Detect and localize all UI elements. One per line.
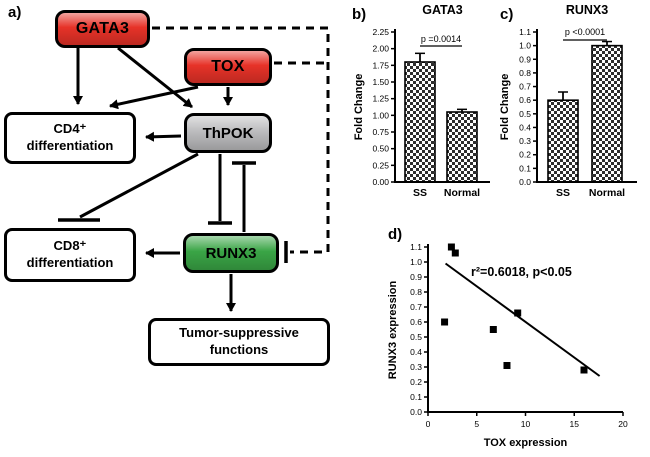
svg-text:5: 5	[474, 419, 479, 429]
scatter-point	[503, 362, 511, 369]
svg-text:0.00: 0.00	[372, 177, 389, 187]
category-label: SS	[556, 187, 570, 199]
gata3-bar-chart: GATA3 Fold Change 0.00 0.25 0.50 0.75 1.00 1.25…	[353, 3, 490, 199]
svg-text:0.2: 0.2	[519, 150, 531, 160]
y-axis-label: Fold Change	[353, 74, 365, 141]
tumor-suppressive-node: Tumor-suppressive functions	[148, 318, 330, 366]
inhibit-thpok-cd8-line	[79, 152, 199, 219]
category-label: Normal	[589, 187, 625, 199]
svg-text:0.7: 0.7	[519, 82, 531, 92]
y-axis-label: RUNX3 expression	[387, 281, 399, 380]
tumor-label-line2: functions	[209, 342, 269, 357]
svg-text:0.8: 0.8	[410, 287, 422, 297]
dashed-inhibit-path	[152, 26, 330, 254]
svg-text:10: 10	[521, 419, 531, 429]
cd4-label-line2: differentiation	[26, 138, 114, 153]
svg-text:0.1: 0.1	[410, 392, 422, 402]
tox-node: TOX	[184, 48, 272, 86]
scatter-point	[489, 326, 497, 333]
category-label: SS	[413, 187, 427, 199]
cd4-label-line1: CD4⁺	[53, 121, 87, 137]
chart-title: RUNX3	[566, 3, 608, 17]
scatter-point	[447, 243, 455, 251]
svg-text:0.1: 0.1	[519, 163, 531, 173]
svg-text:1.1: 1.1	[519, 27, 531, 37]
svg-text:2.25: 2.25	[372, 27, 389, 37]
gata3-node: GATA3	[55, 10, 150, 48]
panel-b-label: b)	[352, 6, 367, 23]
scatter-point	[451, 249, 459, 257]
svg-text:0.4: 0.4	[519, 122, 531, 132]
x-axis-label: TOX expression	[484, 437, 568, 449]
svg-text:1.0: 1.0	[519, 41, 531, 51]
significance-label: p =0.0014	[421, 34, 461, 44]
svg-text:0.9: 0.9	[410, 272, 422, 282]
gata3-label: GATA3	[75, 20, 130, 37]
pathway-diagram	[58, 26, 330, 312]
significance-label: p <0.0001	[565, 27, 605, 37]
bar-normal	[591, 44, 623, 183]
thpok-label: ThPOK	[202, 124, 254, 142]
svg-text:1.75: 1.75	[372, 60, 389, 70]
bar-ss	[404, 61, 436, 183]
cd8-differentiation-node: CD8⁺ differentiation	[4, 228, 136, 282]
svg-text:1.1: 1.1	[410, 242, 422, 252]
svg-text:0.50: 0.50	[372, 144, 389, 154]
svg-text:1.50: 1.50	[372, 77, 389, 87]
category-label: Normal	[444, 187, 480, 199]
arrow-gata3-thpok	[117, 46, 193, 109]
tumor-label-line1: Tumor-suppressive	[179, 325, 299, 341]
svg-text:20: 20	[618, 419, 628, 429]
panel-c-label: c)	[500, 6, 514, 23]
tox-label: TOX	[211, 58, 245, 75]
scatter-point	[580, 366, 588, 374]
runx3-bar-chart: RUNX3 Fold Change 0.0 0.1 0.2 0.3 0.4 0.5 0.6 0.7…	[499, 3, 637, 199]
svg-text:0.25: 0.25	[372, 160, 389, 170]
bar-ss	[547, 99, 579, 183]
arrow-tox-cd4	[109, 85, 199, 110]
svg-text:0.0: 0.0	[519, 177, 531, 187]
cd8-label-line2: differentiation	[26, 255, 114, 270]
cd4-differentiation-node: CD4⁺ differentiation	[4, 112, 136, 164]
trendline	[444, 262, 601, 377]
runx3-label: RUNX3	[205, 244, 257, 262]
svg-text:2.00: 2.00	[372, 44, 389, 54]
svg-text:0.7: 0.7	[410, 302, 422, 312]
svg-text:0.6: 0.6	[410, 317, 422, 327]
svg-text:1.25: 1.25	[372, 94, 389, 104]
svg-text:0.8: 0.8	[519, 68, 531, 78]
svg-text:0.2: 0.2	[410, 377, 422, 387]
cd8-label-line1: CD8⁺	[53, 238, 87, 254]
scatter-point	[514, 309, 522, 317]
svg-text:0.9: 0.9	[519, 54, 531, 64]
bar-normal	[446, 111, 478, 183]
annotation: r²=0.6018, p<0.05	[471, 265, 572, 279]
svg-text:0.3: 0.3	[519, 136, 531, 146]
svg-text:0.5: 0.5	[410, 332, 422, 342]
svg-text:1.0: 1.0	[410, 257, 422, 267]
svg-text:1.00: 1.00	[372, 110, 389, 120]
svg-text:0.5: 0.5	[519, 109, 531, 119]
chart-title: GATA3	[422, 3, 463, 17]
svg-text:0.6: 0.6	[519, 95, 531, 105]
panel-a-label: a)	[8, 4, 22, 21]
svg-text:0: 0	[426, 419, 431, 429]
svg-text:0.0: 0.0	[410, 407, 422, 417]
runx3-node: RUNX3	[183, 233, 279, 273]
svg-text:0.4: 0.4	[410, 347, 422, 357]
tox-runx3-scatter-chart: 0.0 0.1 0.2 0.3 0.4 0.5 0.6 0.7 0.8 0.9 1.0 1.1 0 5 10…	[387, 242, 628, 449]
y-axis-label: Fold Change	[499, 74, 511, 141]
svg-text:0.75: 0.75	[372, 127, 389, 137]
svg-text:0.3: 0.3	[410, 362, 422, 372]
scatter-point	[441, 318, 449, 326]
panel-d-label: d)	[388, 226, 403, 243]
thpok-node: ThPOK	[184, 113, 272, 153]
svg-text:15: 15	[570, 419, 580, 429]
arrow-thpok-cd4	[145, 131, 182, 142]
